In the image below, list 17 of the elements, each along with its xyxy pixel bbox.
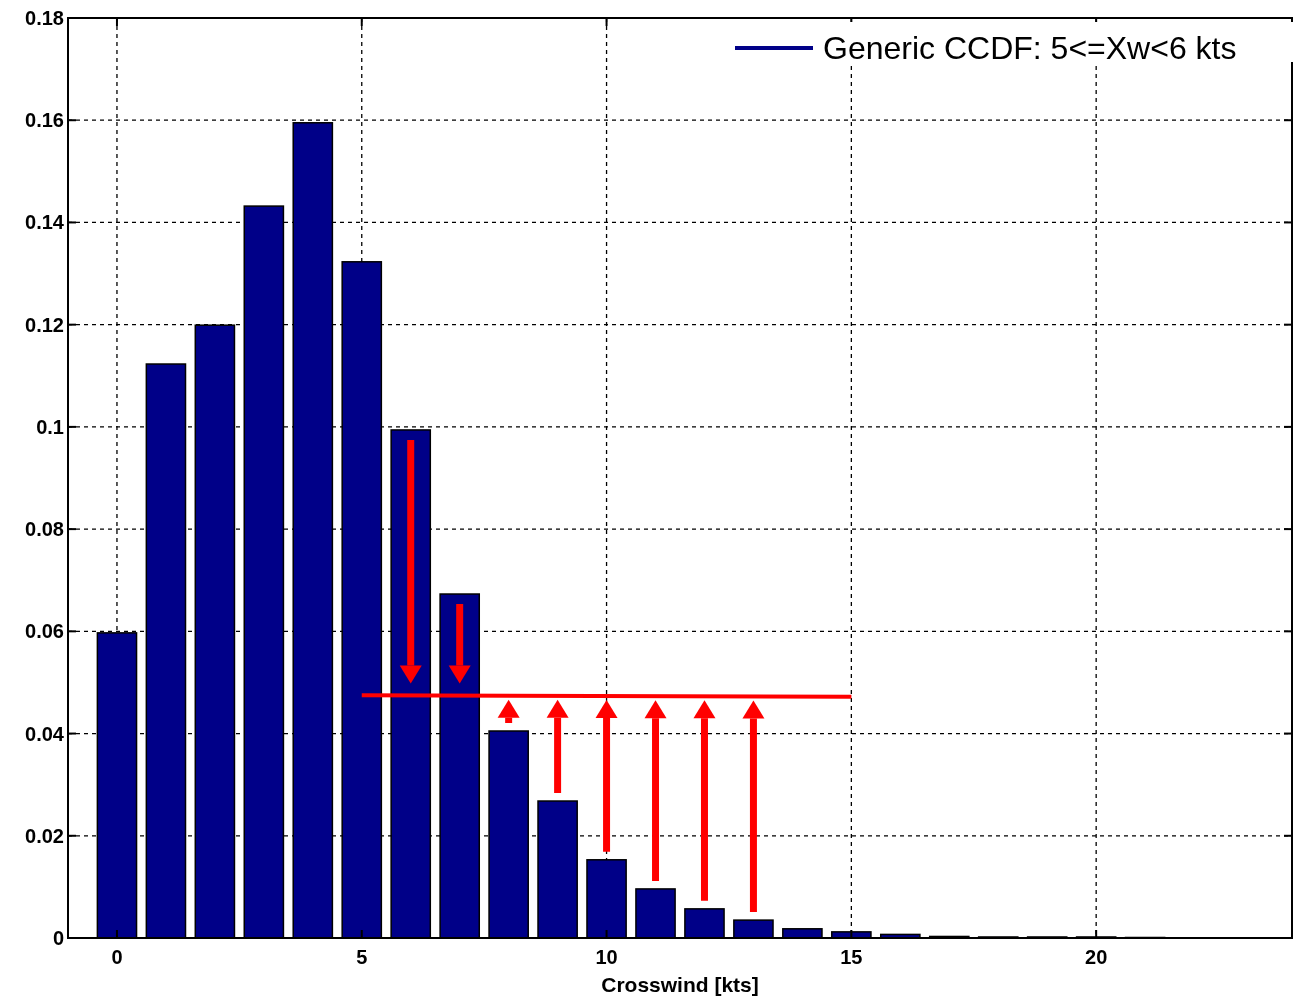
y-tick-label: 0.02 — [25, 824, 64, 847]
x-tick-label: 0 — [111, 946, 123, 968]
x-tick-label: 10 — [595, 946, 618, 968]
legend-label: Generic CCDF: 5<=Xw<6 kts — [823, 30, 1237, 66]
y-tick-label: 0.1 — [36, 415, 64, 438]
y-tick-label: 0.08 — [25, 518, 64, 541]
y-tick-label: 0.16 — [25, 109, 64, 132]
y-tick-label: 0.14 — [25, 211, 65, 234]
x-axis-title: Crosswind [kts] — [601, 973, 759, 996]
y-tick-label: 0.04 — [25, 722, 65, 745]
y-tick-label: 0.12 — [25, 313, 64, 336]
x-tick-label: 5 — [356, 946, 368, 968]
y-tick-label: 0.06 — [25, 620, 64, 643]
x-tick-label: 20 — [1085, 946, 1108, 968]
y-tick-label: 0.18 — [25, 7, 64, 29]
y-tick-label: 0 — [52, 927, 64, 949]
x-tick-label: 15 — [840, 946, 863, 968]
